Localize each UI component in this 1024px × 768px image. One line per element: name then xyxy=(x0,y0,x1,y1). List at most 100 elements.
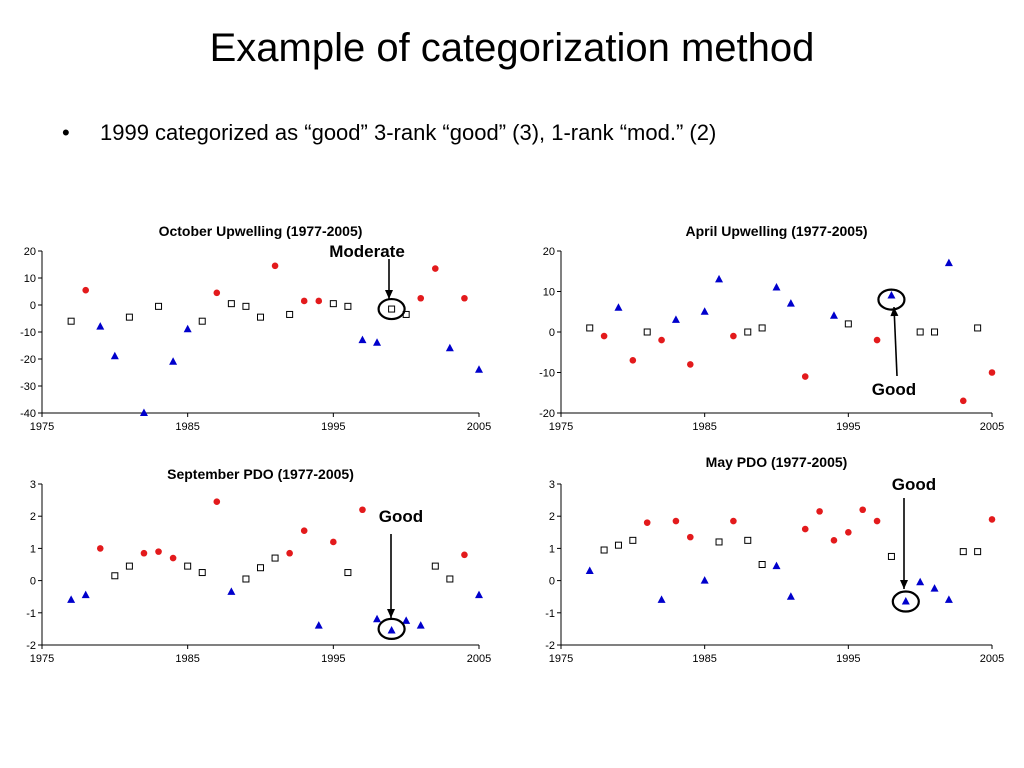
y-tick-label: 0 xyxy=(549,327,555,339)
data-point-bad xyxy=(169,554,177,562)
y-tick-label: 0 xyxy=(549,576,555,588)
data-point-bad xyxy=(330,538,337,546)
data-point-good xyxy=(373,614,382,623)
data-point-moderate xyxy=(344,569,352,577)
data-point-good xyxy=(772,561,781,570)
data-point-moderate xyxy=(242,302,250,310)
data-point-bad xyxy=(988,516,996,523)
data-point-moderate xyxy=(643,328,651,336)
data-point-bad xyxy=(155,548,162,555)
data-point-moderate xyxy=(388,305,396,313)
data-point-good xyxy=(786,592,795,600)
data-point-moderate xyxy=(242,575,250,583)
data-point-good xyxy=(416,621,425,629)
data-point-moderate xyxy=(286,310,294,318)
data-point-good xyxy=(402,616,411,624)
data-point-moderate xyxy=(125,313,133,321)
y-tick-label: 1 xyxy=(30,543,36,555)
slide-title: Example of categorization method xyxy=(209,26,815,70)
y-tick-label: 20 xyxy=(24,246,36,258)
data-point-bad xyxy=(873,517,881,525)
data-point-bad xyxy=(988,369,996,376)
y-tick-label: -10 xyxy=(20,327,36,339)
data-point-bad xyxy=(629,357,637,364)
data-point-bad xyxy=(845,529,852,536)
data-point-moderate xyxy=(111,572,119,580)
data-point-moderate xyxy=(586,324,594,332)
data-point-moderate xyxy=(257,564,264,572)
data-point-bad xyxy=(873,336,881,344)
data-point-bad xyxy=(96,545,104,552)
data-point-moderate xyxy=(629,536,637,544)
data-point-good xyxy=(829,311,838,319)
y-tick-label: -30 xyxy=(20,381,36,393)
y-tick-label: 10 xyxy=(543,287,555,299)
y-tick-label: 2 xyxy=(30,511,36,523)
data-point-bad xyxy=(600,332,608,340)
data-point-moderate xyxy=(974,324,982,332)
annotation-label: Good xyxy=(872,380,916,399)
data-point-good xyxy=(169,357,178,365)
data-point-bad xyxy=(213,498,221,506)
y-tick-label: 1 xyxy=(549,543,555,555)
data-point-bad xyxy=(687,533,694,541)
data-point-good xyxy=(786,299,795,307)
data-point-bad xyxy=(271,262,279,270)
data-point-good xyxy=(373,338,382,346)
y-tick-label: -1 xyxy=(545,608,555,620)
x-tick-label: 1975 xyxy=(30,653,54,665)
annotation-circle xyxy=(377,297,406,321)
bullet-text: 1999 categorized as “good” 3-rank “good”… xyxy=(100,120,717,145)
data-point-bad xyxy=(286,549,293,557)
y-tick-label: 0 xyxy=(30,300,36,312)
data-point-good xyxy=(183,324,192,333)
y-tick-label: 2 xyxy=(549,511,555,523)
data-point-good xyxy=(944,595,953,603)
annotation-arrowhead xyxy=(890,307,899,317)
annotation-arrow-line xyxy=(893,306,898,377)
y-tick-label: -2 xyxy=(26,640,36,652)
annotation-label: Good xyxy=(379,507,423,526)
x-tick-label: 2005 xyxy=(980,653,1004,665)
data-point-moderate xyxy=(600,546,608,554)
data-point-bad xyxy=(801,373,809,380)
data-point-good xyxy=(657,595,666,603)
data-point-good xyxy=(227,587,236,595)
data-point-bad xyxy=(461,294,468,302)
data-point-bad xyxy=(672,517,680,525)
data-point-moderate xyxy=(184,562,192,570)
data-point-moderate xyxy=(614,541,622,549)
data-point-bad xyxy=(417,294,425,302)
data-point-moderate xyxy=(271,554,279,562)
data-point-moderate xyxy=(446,575,454,583)
y-tick-label: 10 xyxy=(24,273,36,285)
x-tick-label: 2005 xyxy=(467,421,491,433)
x-tick-label: 1975 xyxy=(30,421,54,433)
data-point-good xyxy=(358,335,367,344)
x-tick-label: 2005 xyxy=(980,421,1004,433)
chart-title: September PDO (1977-2005) xyxy=(167,466,354,482)
data-point-good xyxy=(81,590,90,599)
data-point-bad xyxy=(82,286,89,294)
data-point-bad xyxy=(432,265,439,272)
annotation-label: Moderate xyxy=(329,242,405,261)
x-tick-label: 1975 xyxy=(549,421,573,433)
annotation-arrowhead xyxy=(385,290,393,299)
x-tick-label: 1995 xyxy=(836,421,860,433)
y-tick-label: 3 xyxy=(549,479,555,491)
data-point-good xyxy=(901,597,910,605)
data-point-moderate xyxy=(744,536,752,544)
data-point-bad xyxy=(859,506,866,514)
data-point-good xyxy=(445,343,454,352)
x-tick-label: 1995 xyxy=(836,653,860,665)
data-point-bad xyxy=(643,519,651,526)
y-tick-label: -10 xyxy=(539,368,555,380)
data-point-moderate xyxy=(257,313,264,321)
x-tick-label: 1985 xyxy=(692,421,716,433)
data-point-good xyxy=(887,291,896,299)
y-tick-label: -40 xyxy=(20,408,36,420)
y-tick-label: -20 xyxy=(20,354,36,366)
